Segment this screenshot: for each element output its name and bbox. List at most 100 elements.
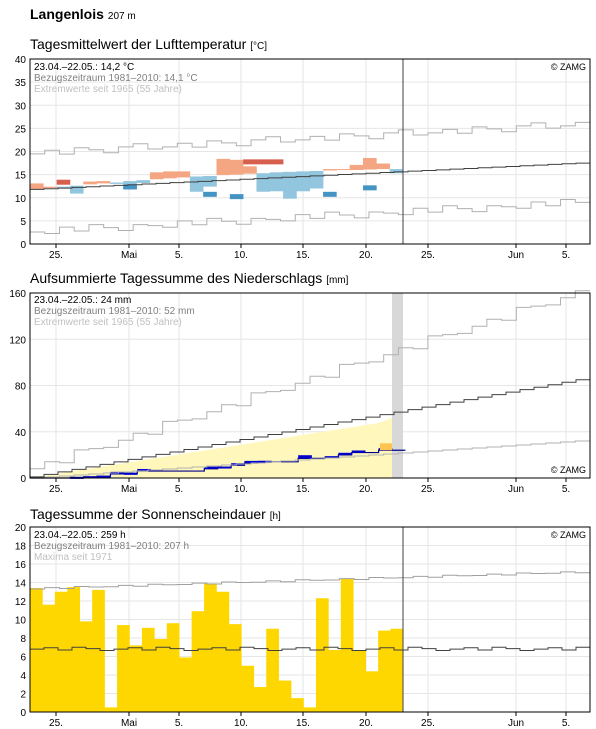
sunshine-title: Tagessumme der Sonnenscheindauer xyxy=(30,506,266,522)
plot-border xyxy=(29,58,591,245)
x-tick-label: 25. xyxy=(421,484,435,495)
x-tick-label: 10. xyxy=(234,250,248,261)
legend-extremes: Extremwerte seit 1965 (55 Jahre) xyxy=(34,84,182,95)
y-tick-label: 5 xyxy=(20,217,26,228)
sunshine-bar xyxy=(228,624,242,712)
precipitation-daily-bar xyxy=(257,460,272,463)
legend-reference: Bezugszeitraum 1981–2010: 52 mm xyxy=(34,306,195,317)
temperature-anomaly-bar xyxy=(243,166,257,174)
today-band xyxy=(392,293,403,478)
temperature-anomaly-bar xyxy=(83,181,97,185)
temperature-anomaly-bar xyxy=(349,164,364,170)
legend-extremes: Extremwerte seit 1965 (55 Jahre) xyxy=(34,317,182,328)
temperature-min-line xyxy=(30,198,590,234)
temperature-anomaly-bar xyxy=(43,186,57,189)
temperature-anomaly-bar xyxy=(189,176,204,192)
precipitation-daily-bar xyxy=(244,460,259,463)
temperature-anomaly-bar xyxy=(363,157,377,170)
sunshine-chart-title: Tagessumme der Sonnenscheindauer [h] xyxy=(30,506,281,522)
sunshine-bar xyxy=(216,591,230,712)
precipitation-max-line xyxy=(30,290,590,470)
precipitation-daily-bar xyxy=(298,455,312,459)
y-tick-label: 16 xyxy=(15,560,27,571)
precipitation-title: Aufsummierte Tagessumme des Niederschlag… xyxy=(30,270,323,286)
sunshine-bar xyxy=(129,645,143,712)
y-tick-label: 25 xyxy=(15,124,27,135)
precipitation-daily-bar xyxy=(123,472,138,475)
x-tick-label: Mai xyxy=(121,250,137,261)
sunshine-bar xyxy=(291,698,304,712)
temperature-anomaly-bar xyxy=(56,186,71,189)
temperature-extreme-marker xyxy=(363,185,377,191)
station-altitude: 207 m xyxy=(107,11,136,22)
y-tick-label: 0 xyxy=(20,474,26,485)
x-tick-label: 15. xyxy=(296,250,310,261)
x-tick-label: 20. xyxy=(359,250,373,261)
x-tick-label: 20. xyxy=(359,718,373,729)
legend-reference: Bezugszeitraum 1981–2010: 207 h xyxy=(34,541,189,552)
precipitation-daily-bar xyxy=(97,475,111,478)
temperature-anomaly-bar xyxy=(269,172,284,192)
sunshine-bar xyxy=(328,650,342,712)
copyright: © ZAMG xyxy=(551,62,586,72)
precipitation-normal-area xyxy=(30,417,392,478)
sunshine-bar xyxy=(104,707,118,712)
legend-current: 23.04.–22.05.: 14,2 °C xyxy=(34,62,134,73)
station-name: Langenlois xyxy=(30,6,104,22)
y-tick-label: 20 xyxy=(15,148,27,159)
x-tick-label: 20. xyxy=(359,484,373,495)
temperature-extreme-marker xyxy=(243,159,257,165)
x-tick-label: Mai xyxy=(121,484,137,495)
y-tick-label: 10 xyxy=(15,194,27,205)
temperature-extreme-marker xyxy=(269,159,284,165)
x-tick-label: 5. xyxy=(562,718,570,729)
y-tick-label: 80 xyxy=(15,382,27,393)
temperature-anomaly-bar xyxy=(323,169,337,171)
sunshine-bar xyxy=(154,638,168,712)
sunshine-bar xyxy=(315,598,329,712)
sunshine-bar xyxy=(390,628,404,712)
temperature-anomaly-bar xyxy=(256,173,271,192)
temperature-extreme-marker xyxy=(229,194,244,200)
sunshine-bar xyxy=(353,650,366,712)
precipitation-daily-bar xyxy=(83,476,98,479)
sunshine-unit: [h] xyxy=(269,511,281,522)
x-tick-label: Jun xyxy=(508,484,524,495)
y-tick-label: 40 xyxy=(15,55,27,66)
temperature-anomaly-bar xyxy=(163,171,177,179)
legend-extremes: Maxima seit 1971 xyxy=(34,552,113,563)
temperature-title: Tagesmittelwert der Lufttemperatur xyxy=(30,36,247,52)
y-tick-label: 160 xyxy=(9,289,26,300)
plot-border xyxy=(29,292,591,479)
sunshine-bar xyxy=(340,578,354,712)
copyright: © ZAMG xyxy=(551,530,586,540)
y-tick-label: 0 xyxy=(20,708,26,719)
temperature-normal-line xyxy=(30,162,590,190)
temperature-anomaly-bar xyxy=(136,180,151,183)
sunshine-bar xyxy=(303,707,317,712)
sunshine-bar xyxy=(92,589,105,712)
legend-reference: Bezugszeitraum 1981–2010: 14,1 °C xyxy=(34,73,198,84)
sunshine-normal-line xyxy=(30,646,590,651)
x-tick-label: 5. xyxy=(175,250,183,261)
temperature-anomaly-bar xyxy=(216,158,231,176)
y-tick-label: 4 xyxy=(20,671,26,682)
temperature-anomaly-bar xyxy=(149,172,164,180)
precipitation-daily-bar xyxy=(204,466,219,469)
x-tick-label: 10. xyxy=(234,484,248,495)
x-tick-label: 25. xyxy=(49,718,63,729)
temperature-anomaly-bar xyxy=(109,182,124,184)
x-tick-label: 5. xyxy=(562,484,570,495)
precipitation-min-line xyxy=(30,440,590,479)
sunshine-bar xyxy=(117,625,130,712)
x-tick-label: 5. xyxy=(562,250,570,261)
x-tick-label: 10. xyxy=(234,718,248,729)
y-tick-label: 0 xyxy=(20,240,26,251)
station-header: Langenlois 207 m xyxy=(30,6,136,22)
temperature-anomaly-bar xyxy=(30,183,44,190)
precipitation-chart-title: Aufsummierte Tagessumme des Niederschlag… xyxy=(30,270,348,286)
temperature-extreme-marker xyxy=(56,179,71,185)
y-tick-label: 15 xyxy=(15,171,27,182)
x-tick-label: Mai xyxy=(121,718,137,729)
legend-current: 23.04.–22.05.: 24 mm xyxy=(34,295,131,306)
